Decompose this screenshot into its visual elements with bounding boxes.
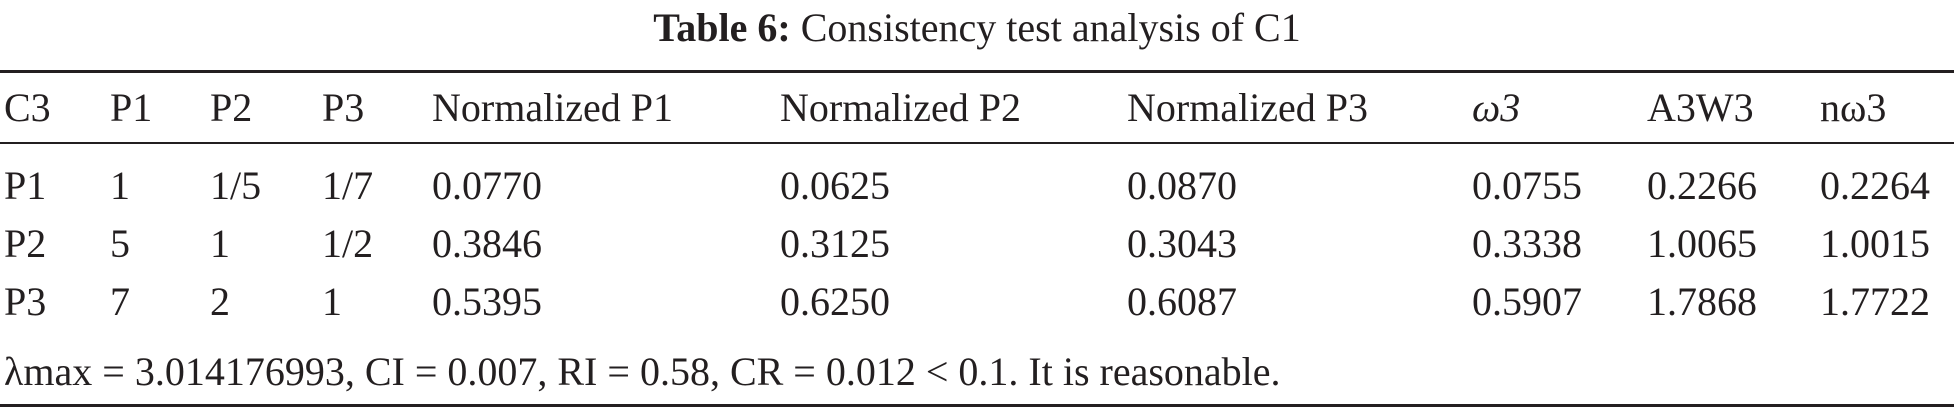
header-cell: A3W3 — [1647, 85, 1754, 130]
table-cell: 0.3125 — [780, 221, 890, 266]
header-cell: P3 — [322, 85, 365, 130]
bottom-rule — [0, 404, 1954, 407]
table-cell: 1.7868 — [1647, 279, 1757, 324]
header-cell: Normalized P2 — [780, 85, 1022, 130]
header-cell: ω3 — [1472, 85, 1521, 130]
table-cell: 0.5395 — [432, 279, 542, 324]
table-caption: Table 6: Consistency test analysis of C1 — [0, 0, 1954, 56]
table-footnote: λmax = 3.014176993, CI = 0.007, RI = 0.5… — [4, 349, 1281, 394]
table-cell: 7 — [110, 279, 130, 324]
top-rule — [0, 70, 1954, 73]
header-rule — [0, 142, 1954, 144]
table-cell: 0.6250 — [780, 279, 890, 324]
table-cell: 1.0065 — [1647, 221, 1757, 266]
table-cell: 0.0870 — [1127, 163, 1237, 208]
table-cell: 0.5907 — [1472, 279, 1582, 324]
header-cell: Normalized P3 — [1127, 85, 1369, 130]
header-cell: nω3 — [1820, 85, 1887, 130]
header-cell: C3 — [4, 85, 51, 130]
table-cell: 0.3338 — [1472, 221, 1582, 266]
table-cell: 5 — [110, 221, 130, 266]
table-cell: 2 — [210, 279, 230, 324]
table-cell: 1 — [110, 163, 130, 208]
table-cell: 0.3043 — [1127, 221, 1237, 266]
table-cell: P1 — [4, 163, 47, 208]
header-cell: P2 — [210, 85, 253, 130]
table-cell: P2 — [4, 221, 47, 266]
table-row: P1 1 1/5 1/7 0.0770 0.0625 0.0870 0.0755… — [0, 160, 1954, 212]
table-cell: 0.6087 — [1127, 279, 1237, 324]
table-cell: 1/5 — [210, 163, 262, 208]
table-row: P2 5 1 1/2 0.3846 0.3125 0.3043 0.3338 1… — [0, 218, 1954, 270]
table-cell: 1 — [322, 279, 342, 324]
table-cell: 0.3846 — [432, 221, 542, 266]
table-cell: 1/2 — [322, 221, 374, 266]
table-cell: 1/7 — [322, 163, 374, 208]
table-cell: 1.7722 — [1820, 279, 1930, 324]
table-cell: 0.2264 — [1820, 163, 1930, 208]
table-cell: 1.0015 — [1820, 221, 1930, 266]
header-cell: P1 — [110, 85, 153, 130]
caption-label: Table 6: — [653, 5, 791, 50]
table-cell: 0.2266 — [1647, 163, 1757, 208]
header-cell: Normalized P1 — [432, 85, 674, 130]
table-cell: 0.0770 — [432, 163, 542, 208]
table-header-row: C3 P1 P2 P3 Normalized P1 Normalized P2 … — [0, 82, 1954, 134]
table-cell: 1 — [210, 221, 230, 266]
table-cell: 0.0755 — [1472, 163, 1582, 208]
table-cell: 0.0625 — [780, 163, 890, 208]
table-row: P3 7 2 1 0.5395 0.6250 0.6087 0.5907 1.7… — [0, 276, 1954, 328]
table-cell: P3 — [4, 279, 47, 324]
caption-text: Consistency test analysis of C1 — [800, 5, 1301, 50]
